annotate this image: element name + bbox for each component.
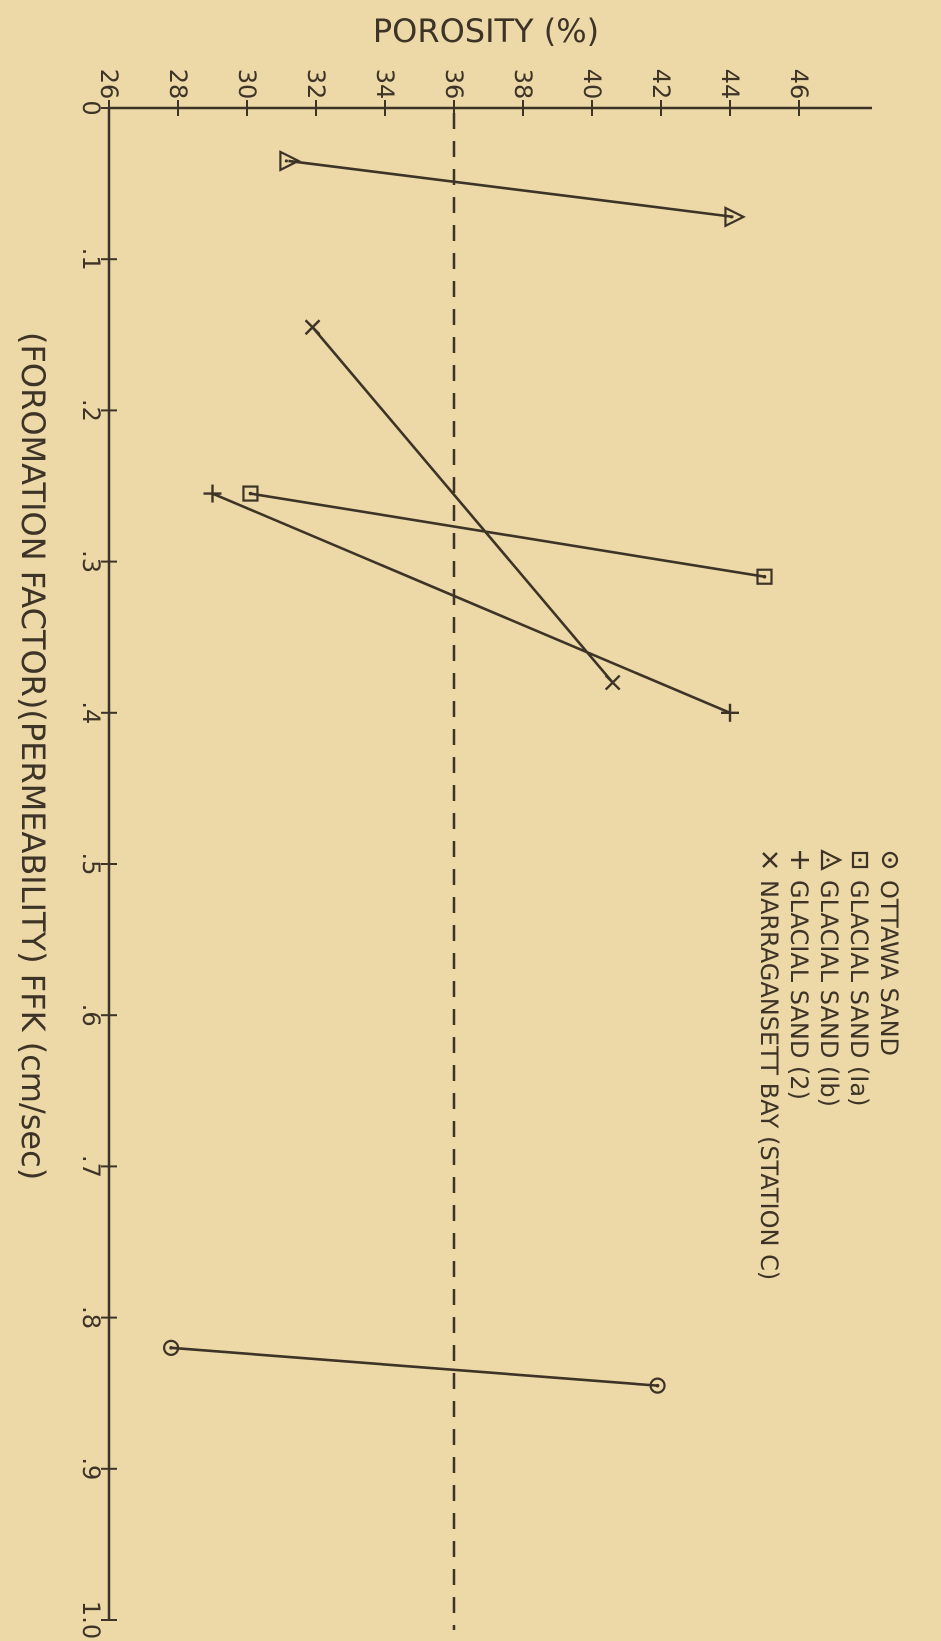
ffk-axis-title: (FOROMATION FACTOR)(PERMEABILITY) FFK (c…: [14, 332, 52, 1180]
porosity-tick-label: 42: [647, 69, 675, 100]
ffk-tick-label: .2: [77, 399, 105, 422]
legend-label: NARRAGANSETT BAY (STATION C): [755, 880, 783, 1280]
porosity-tick-label: 38: [509, 69, 537, 100]
ffk-tick-label: .5: [77, 853, 105, 876]
series-line-4: [211, 492, 731, 714]
porosity-tick-label: 26: [95, 69, 123, 100]
legend-marker: [851, 851, 869, 869]
ffk-tick-label: .6: [77, 1004, 105, 1027]
legend-label: GLACIAL SAND (2): [785, 880, 813, 1100]
series-line-2: [250, 492, 765, 579]
plot-area: 26 28 30 32 34 36 38 40 42 44 46 0 .1 .2 .3 .4 .5 .6 .7 .8.…: [77, 69, 903, 1639]
data-point: [203, 484, 222, 503]
data-point: [756, 568, 773, 585]
series-line-3: [288, 159, 734, 219]
porosity-axis-title: POROSITY (%): [373, 12, 599, 50]
legend-label: GLACIAL SAND (Ia): [845, 880, 873, 1106]
legend-marker: [820, 849, 843, 871]
porosity-tick-label: 34: [371, 69, 399, 100]
ffk-tick-label: 1.0: [77, 1601, 105, 1639]
ffk-tick-label: .3: [77, 550, 105, 573]
data-point: [242, 485, 259, 502]
legend-label: OTTAWA SAND: [875, 880, 903, 1056]
porosity-tick-label: 44: [716, 69, 744, 100]
ffk-tick-label: .1: [77, 248, 105, 271]
data-point: [304, 319, 321, 336]
legend-marker: [762, 852, 778, 868]
data-point: [721, 703, 739, 722]
data-point: [279, 150, 301, 172]
ffk-tick-label: .8: [77, 1306, 105, 1329]
ffk-tick-label: .4: [77, 701, 105, 724]
porosity-tick-label: 28: [164, 69, 192, 100]
series-line-5: [311, 326, 614, 684]
porosity-tick-label: 36: [440, 69, 468, 100]
porosity-tick-label: 40: [578, 69, 606, 100]
legend-marker: [791, 851, 809, 869]
data-point: [649, 1377, 666, 1394]
porosity-tick-label: 30: [233, 69, 261, 100]
ffk-tick-label: .7: [77, 1155, 105, 1178]
porosity-tick-label: 32: [302, 69, 330, 100]
legend-marker: [881, 851, 899, 869]
legend-label: GLACIAL SAND (Ib): [815, 880, 843, 1107]
data-point: [724, 206, 746, 228]
ffk-tick-label: 0: [77, 100, 105, 115]
data-point: [604, 674, 621, 691]
data-point: [163, 1339, 180, 1356]
series-line-1: [170, 1346, 658, 1387]
ffk-tick-label: .9: [77, 1457, 105, 1480]
porosity-tick-label: 46: [785, 69, 813, 100]
